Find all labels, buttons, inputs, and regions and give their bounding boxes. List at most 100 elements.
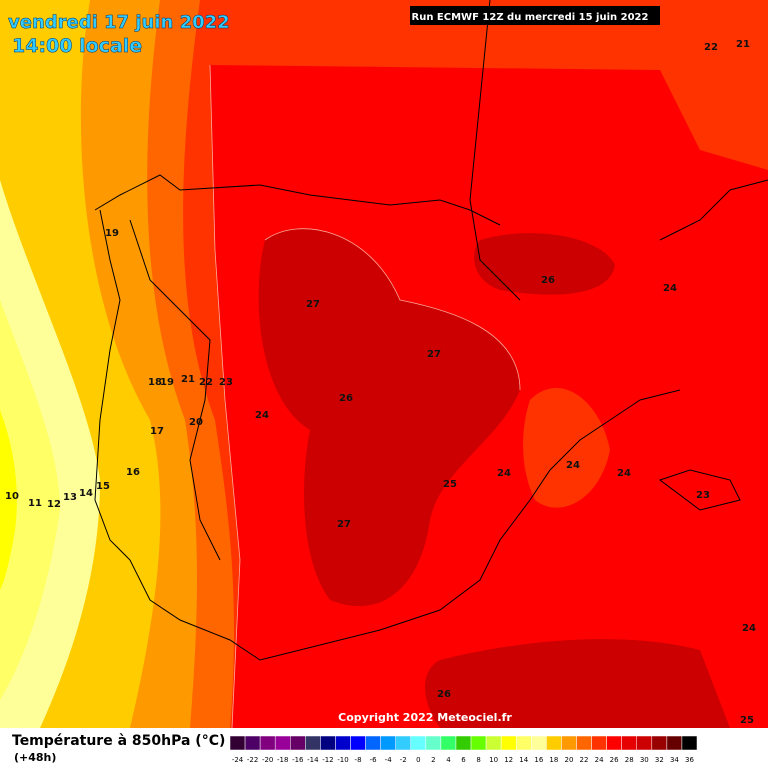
border [129,219,221,561]
scale-label: 12 [504,756,513,764]
legend-title: Température à 850hPa (°C) [12,733,225,749]
scale-label: -22 [247,756,258,764]
scale-label: -2 [400,756,407,764]
color-swatch [350,735,366,751]
scale-label: -10 [337,756,348,764]
color-swatch [621,735,637,751]
contour-label: 26 [541,275,555,286]
contour-label: 23 [696,490,710,501]
color-swatch [229,735,246,751]
scale-label: 10 [489,756,498,764]
coastline [94,209,681,661]
contour-label: 18 [148,377,162,388]
color-swatch [485,735,502,751]
scale-label: -20 [262,756,273,764]
contour-label: 24 [742,623,756,634]
copyright: Copyright 2022 Meteociel.fr [338,711,512,724]
contour-label: 23 [219,377,233,388]
color-swatch [320,735,336,751]
color-swatch [395,735,412,751]
color-swatch [576,735,592,751]
contour-label: 27 [337,519,351,530]
subtitle: 14:00 locale [12,35,142,57]
coastline [659,179,768,241]
scale-label: 14 [519,756,528,764]
scale-label: 20 [564,756,573,764]
scale-label: 4 [446,756,451,764]
color-swatch [636,735,653,751]
color-swatch [410,735,427,751]
contour-label: 14 [79,488,93,499]
field-14 [0,300,60,700]
color-swatch [380,735,396,751]
contour-label: 24 [663,283,677,294]
scale-label: -24 [232,756,244,764]
scale-label: 34 [670,756,679,764]
scale-label: 18 [549,756,558,764]
contour-label: 24 [497,468,511,479]
title: vendredi 17 juin 2022 [8,12,230,33]
coastline [94,174,501,226]
contour-label: 27 [306,299,320,310]
scale-label: -12 [322,756,333,764]
contour-label: 25 [740,715,754,726]
color-swatch [244,735,261,751]
color-swatch [561,735,577,751]
island [658,469,741,511]
contour-label: 16 [126,467,140,478]
border [469,0,521,301]
scale-label: 8 [476,756,480,764]
contour-label: 25 [443,479,457,490]
contour-label: 10 [5,491,19,502]
contour-label: 11 [28,498,42,509]
scale-label: 28 [625,756,634,764]
color-swatch [440,735,457,751]
contour-label: 17 [150,426,164,437]
color-swatch [666,735,683,751]
color-swatch [546,735,562,751]
contour-label: 24 [255,410,269,421]
scale-label: 26 [610,756,619,764]
scale-label: -8 [355,756,362,764]
scale-label: 24 [595,756,604,764]
isotherm [264,228,521,391]
field-28 [474,233,615,295]
color-swatch [425,735,442,751]
scale-label: 22 [580,756,589,764]
scale-label: 16 [534,756,543,764]
scale-label: 6 [461,756,466,764]
field-12 [0,410,17,590]
scale-label: 2 [431,756,435,764]
color-swatch [681,735,698,751]
contour-label: 19 [160,377,174,388]
field-28 [425,639,730,728]
legend-subtitle: (+48h) [14,751,56,764]
borders [94,0,768,661]
color-swatch [606,735,622,751]
color-swatch [455,735,472,751]
contour-label: 13 [63,492,77,503]
scale-label: 30 [640,756,649,764]
contour-label: 24 [566,460,580,471]
color-scale: -24 -22 -20 -18 -16 -14 -12 -10 -8 -6 -4 -2 0 2 4 6 8 10 1… [229,735,698,764]
contour-label: 19 [105,228,119,239]
contour-label: 26 [339,393,353,404]
contour-label: 15 [96,481,110,492]
contour-label: 21 [736,39,750,50]
contour-label: 24 [617,468,631,479]
scale-label: 36 [685,756,694,764]
contour-label: 26 [437,689,451,700]
color-swatch [515,735,532,751]
scale-label: 32 [655,756,664,764]
field-28 [258,228,520,607]
color-swatch [470,735,487,751]
scale-label: -6 [370,756,378,764]
contour-label: 20 [189,417,203,428]
color-swatch [365,735,381,751]
color-swatch [500,735,517,751]
scale-label: -16 [292,756,304,764]
color-swatch [274,735,291,751]
run-box [410,6,660,25]
